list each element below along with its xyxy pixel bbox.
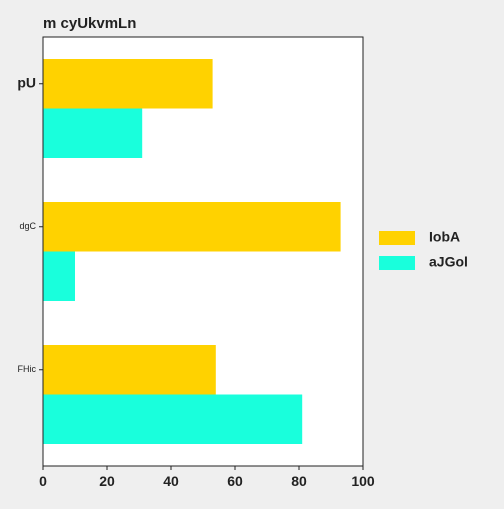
legend-label-IobA: IobA (429, 229, 460, 245)
y-axis: pU dgC FHic (17, 74, 43, 374)
bar-IobA-dgC (43, 202, 341, 252)
x-tick-label: 80 (291, 473, 307, 489)
x-tick-label: 100 (351, 473, 375, 489)
y-tick-label: pU (17, 74, 36, 90)
x-tick-label: 0 (39, 473, 47, 489)
bar-aJGol-FHic (43, 394, 303, 444)
bar-aJGol-pU (43, 108, 143, 158)
bar-aJGol-dgC (43, 251, 75, 301)
plot-frame (42, 36, 364, 467)
legend-swatch-IobA (379, 231, 415, 245)
bar-IobA-FHic (43, 345, 216, 395)
legend-label-aJGol: aJGol (429, 254, 468, 270)
chart-title: m cyUkvmLn (43, 15, 136, 32)
x-tick-label: 40 (163, 473, 179, 489)
legend: IobA aJGol (379, 229, 468, 270)
bars-layer (43, 59, 341, 444)
y-tick-label: FHic (18, 364, 37, 374)
bar-IobA-pU (43, 59, 213, 109)
x-tick-label: 60 (227, 473, 243, 489)
x-axis: 0 20 40 60 80 100 (39, 466, 375, 489)
legend-swatch-aJGol (379, 256, 415, 270)
x-tick-label: 20 (99, 473, 115, 489)
y-tick-label: dgC (19, 221, 36, 231)
